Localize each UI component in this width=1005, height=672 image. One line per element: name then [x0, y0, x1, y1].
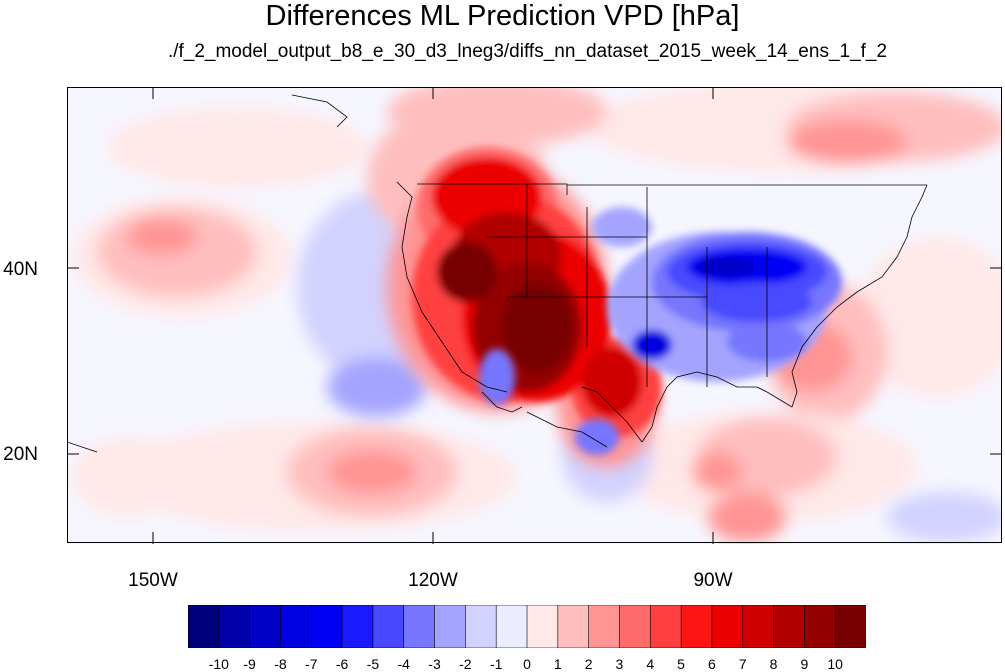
colorbar-swatch [773, 605, 806, 648]
colorbar-swatch [557, 605, 590, 648]
map-area [67, 87, 1002, 544]
colorbar-tick-label: -8 [274, 656, 287, 672]
colorbar-swatch [711, 605, 744, 648]
colorbar-tick-label: -5 [366, 656, 380, 672]
colorbar [188, 605, 866, 648]
colorbar-tick-label: 3 [615, 656, 624, 672]
vpd-difference-field [67, 87, 1002, 544]
colorbar-swatch [372, 605, 405, 648]
colorbar-tick-label: 6 [708, 656, 716, 672]
coastlines [67, 94, 928, 453]
colorbar-labels: -10 -9 -8 -7 -6 -5 -4 -3 -2 -1 0 1 2 3 4 5 6 7 8 9 10 [0, 656, 1005, 672]
colorbar-swatch [403, 605, 436, 648]
colorbar-tick-label: 0 [523, 656, 531, 672]
colorbar-tick-label: -10 [208, 656, 229, 672]
colorbar-tick-label: 4 [646, 656, 655, 672]
colorbar-swatch [188, 605, 220, 648]
colorbar-swatch [804, 605, 836, 648]
colorbar-swatch [742, 605, 775, 648]
colorbar-tick-label: 7 [738, 656, 747, 672]
colorbar-swatch [310, 605, 343, 648]
colorbar-tick-label: 10 [827, 656, 843, 672]
map-subtitle: ./f_2_model_output_b8_e_30_d3_lneg3/diff… [167, 41, 888, 62]
colorbar-swatch [526, 605, 559, 648]
colorbar-tick-label: -9 [243, 656, 256, 672]
colorbar-swatch [619, 605, 652, 648]
colorbar-swatch [495, 605, 528, 648]
lat-label-20n: 20N [3, 444, 38, 465]
colorbar-tick-label: 2 [584, 656, 593, 672]
colorbar-tick-label: -4 [397, 656, 410, 672]
colorbar-tick-label: -7 [305, 656, 318, 672]
colorbar-tick-label: 5 [677, 656, 685, 672]
colorbar-tick-label: 9 [800, 656, 809, 672]
colorbar-swatch [465, 605, 497, 648]
colorbar-swatch [341, 605, 374, 648]
lon-label-120w: 120W [408, 570, 458, 591]
colorbar-swatch [588, 605, 621, 648]
colorbar-swatch [834, 605, 866, 648]
colorbar-tick-label: -3 [428, 656, 441, 672]
field-blobs [72, 87, 1002, 542]
colorbar-swatch [680, 605, 713, 648]
colorbar-tick-label: 1 [553, 656, 562, 672]
lon-label-150w: 150W [128, 570, 178, 591]
colorbar-tick-label: 8 [769, 656, 778, 672]
colorbar-swatch [280, 605, 313, 648]
colorbar-swatch [434, 605, 467, 648]
colorbar-tick-label: -2 [459, 656, 472, 672]
colorbar-swatch [649, 605, 682, 648]
colorbar-swatch [218, 605, 251, 648]
lat-label-40n: 40N [3, 259, 38, 280]
colorbar-swatch [249, 605, 282, 648]
colorbar-tick-label: -6 [335, 656, 349, 672]
map-title: Differences ML Prediction VPD [hPa] [265, 0, 740, 32]
lon-label-90w: 90W [693, 570, 733, 591]
colorbar-tick-label: -1 [489, 656, 503, 672]
